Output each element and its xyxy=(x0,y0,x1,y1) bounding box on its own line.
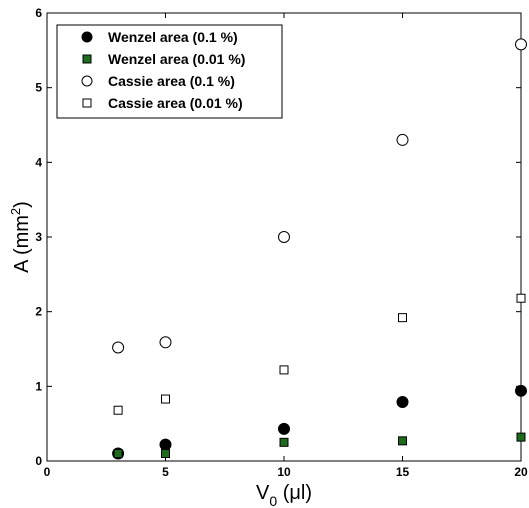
x-axis-title: V0 (μl) xyxy=(256,482,312,508)
data-point-series-3 xyxy=(515,38,527,51)
data-point-series-4 xyxy=(279,365,289,375)
y-tick-label: 3 xyxy=(35,230,42,244)
x-tick-label: 15 xyxy=(396,465,410,479)
data-point-series-2 xyxy=(398,436,407,446)
legend-marker-series-4 xyxy=(82,98,92,108)
legend: Wenzel area (0.1 %) Wenzel area (0.01 %) C… xyxy=(56,24,283,119)
data-point-series-2 xyxy=(161,449,170,459)
data-point-series-3 xyxy=(112,341,125,354)
legend-label-series-4: Cassie area (0.01 %) xyxy=(108,95,243,111)
legend-marker-series-2 xyxy=(82,54,92,64)
data-point-series-3 xyxy=(278,231,290,243)
data-point-series-2 xyxy=(279,437,289,447)
y-tick-label: 2 xyxy=(35,305,42,319)
x-tick-label: 5 xyxy=(162,465,169,479)
data-point-series-4 xyxy=(516,293,526,303)
y-tick-label: 5 xyxy=(35,81,42,95)
x-tick-label: 10 xyxy=(277,465,291,479)
data-point-series-1 xyxy=(278,422,290,435)
y-tick-label: 6 xyxy=(35,6,42,20)
data-point-series-1 xyxy=(396,396,409,409)
y-tick-label: 1 xyxy=(35,379,42,393)
data-point-series-3 xyxy=(159,336,172,349)
legend-marker-series-3 xyxy=(81,75,93,87)
y-axis-title: A (mm2) xyxy=(8,201,33,273)
data-point-series-1 xyxy=(159,438,172,451)
x-tick-label: 20 xyxy=(514,465,528,479)
axis-ticks: 0 5 10 15 20 0 1 2 3 4 5 6 xyxy=(35,6,528,479)
legend-marker-series-1 xyxy=(81,31,93,43)
data-point-series-4 xyxy=(113,405,123,415)
y-tick-label: 4 xyxy=(35,155,42,169)
y-tick-label: 0 xyxy=(35,454,42,468)
data-point-series-4 xyxy=(398,313,407,323)
legend-label-series-1: Wenzel area (0.1 %) xyxy=(108,29,238,45)
data-marks xyxy=(112,38,527,460)
legend-label-series-3: Cassie area (0.1 %) xyxy=(108,73,235,89)
data-point-series-1 xyxy=(515,384,527,397)
data-point-series-2 xyxy=(516,432,526,442)
legend-box xyxy=(56,24,283,119)
x-tick-label: 0 xyxy=(44,465,51,479)
legend-label-series-2: Wenzel area (0.01 %) xyxy=(108,51,245,67)
data-point-series-3 xyxy=(396,133,409,146)
data-point-series-4 xyxy=(161,394,170,404)
data-point-series-2 xyxy=(113,449,123,459)
